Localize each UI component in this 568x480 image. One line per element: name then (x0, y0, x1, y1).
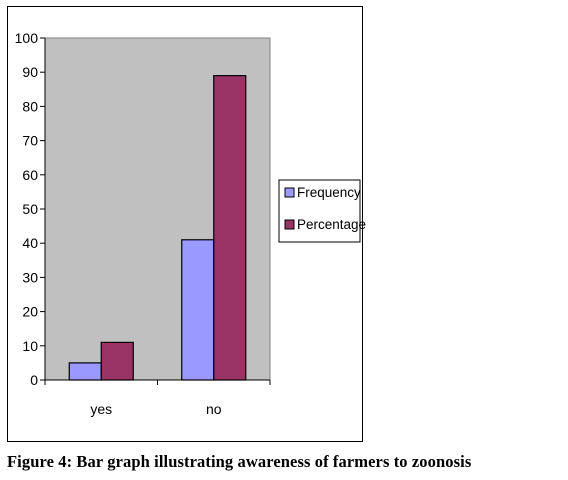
y-axis: 0 10 20 30 40 50 60 70 80 90 100 (15, 30, 46, 388)
figure-caption: Figure 4: Bar graph illustrating awarene… (7, 452, 472, 471)
bar-frequency-yes (68, 362, 102, 381)
y-tick-label: 100 (15, 30, 39, 46)
x-axis: yes no (44, 379, 271, 417)
x-tick-label: no (206, 401, 222, 417)
y-tick-label: 60 (22, 167, 38, 183)
y-tick-label: 10 (22, 338, 38, 354)
y-tick-label: 20 (22, 304, 38, 320)
bar-chart: 0 10 20 30 40 50 60 70 80 90 100 yes no Frequency Pe… (15, 30, 366, 417)
y-tick-label: 30 (22, 269, 38, 285)
y-tick-label: 50 (22, 201, 38, 217)
x-tick-label: yes (90, 401, 112, 417)
y-tick-label: 40 (22, 235, 38, 251)
legend-swatch-frequency (284, 187, 295, 198)
bar-series (68, 75, 247, 381)
y-tick-label: 80 (22, 98, 38, 114)
bar-percentage-no (213, 75, 247, 381)
bar-percentage-yes (100, 341, 134, 381)
legend-swatch-percentage (284, 219, 295, 230)
y-tick-label: 70 (22, 133, 38, 149)
legend: Frequency Percentage (278, 179, 366, 243)
bar-frequency-no (181, 239, 215, 381)
legend-label-percentage: Percentage (297, 217, 366, 232)
y-tick-label: 0 (30, 372, 38, 388)
y-tick-label: 90 (22, 64, 38, 80)
legend-label-frequency: Frequency (297, 185, 361, 200)
